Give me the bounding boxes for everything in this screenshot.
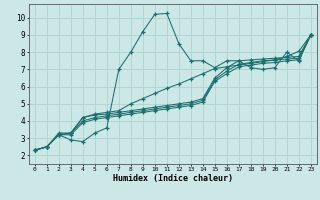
X-axis label: Humidex (Indice chaleur): Humidex (Indice chaleur) xyxy=(113,174,233,183)
